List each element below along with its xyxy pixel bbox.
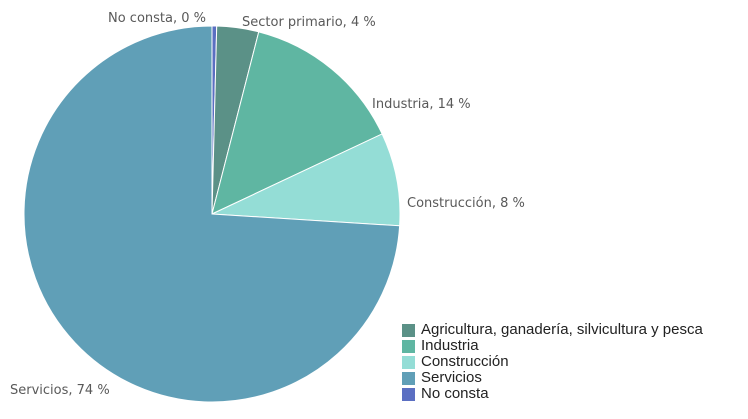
legend-label: Servicios <box>421 369 482 386</box>
legend-item-servicios: Servicios <box>402 370 703 386</box>
legend-swatch <box>402 339 415 353</box>
legend-label: Industria <box>421 337 479 354</box>
legend-item-industria: Industria <box>402 338 703 354</box>
legend-swatch <box>402 323 415 337</box>
legend-swatch <box>402 355 415 369</box>
legend-swatch <box>402 371 415 385</box>
legend-item-construccion: Construcción <box>402 354 703 370</box>
legend-label: Construcción <box>421 353 509 370</box>
pie-slice-construcci-n <box>211 133 401 227</box>
data-label: Construcción, 8 % <box>407 196 525 211</box>
data-label: No consta, 0 % <box>108 11 206 26</box>
legend-swatch <box>402 387 415 401</box>
data-label: Sector primario, 4 % <box>242 15 376 30</box>
data-label: Industria, 14 % <box>372 97 471 112</box>
data-label: Servicios, 74 % <box>10 383 110 398</box>
legend-item-agricultura: Agricultura, ganadería, silvicultura y p… <box>402 322 703 338</box>
legend-item-no-consta: No consta <box>402 386 703 402</box>
pie-slice-industria <box>211 31 383 215</box>
pie-slice-servicios <box>23 25 401 403</box>
legend-label: Agricultura, ganadería, silvicultura y p… <box>421 321 703 338</box>
legend-label: No consta <box>421 385 489 402</box>
chart-legend: Agricultura, ganadería, silvicultura y p… <box>402 322 703 402</box>
